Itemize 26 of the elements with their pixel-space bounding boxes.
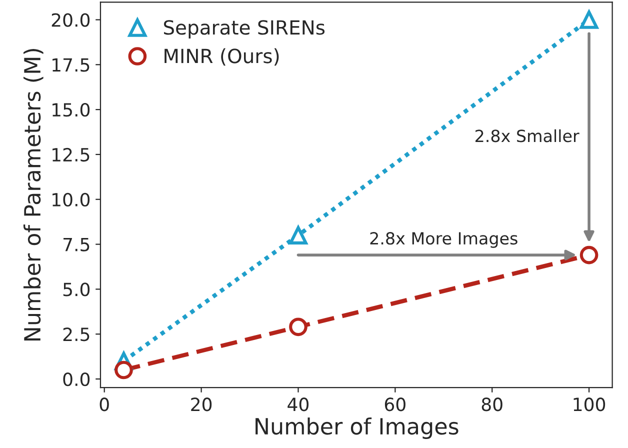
x-axis-title: Number of Images [256,417,458,439]
x-tick-label: 0 [100,398,109,412]
x-tick-label: 80 [482,398,502,412]
point [289,318,308,336]
x-tick-label: 100 [574,398,606,412]
annotation: 2.8x Smaller [476,129,580,142]
point [580,10,598,29]
point [580,246,598,264]
y-tick-label: 10.0 [52,192,90,206]
y-tick-label: 5.0 [63,282,90,296]
y-tick-label: 7.5 [64,238,90,252]
point [289,226,308,244]
annotation: 2.8x More Images [370,232,518,248]
y-tick-label: 15.0 [52,103,90,117]
legend-label: MINR (Ours) [164,48,279,66]
legend-label: Separate SIRENs [164,20,325,39]
y-tick-label: 0.0 [63,372,90,386]
y-tick-label: 20.0 [52,13,90,27]
x-tick-label: 60 [384,398,406,412]
x-tick-label: 20 [191,398,212,412]
point [114,360,133,380]
y-tick-label: 17.5 [52,58,90,72]
x-tick-label: 40 [288,398,309,412]
y-tick-label: 2.5 [63,328,90,342]
y-tick-label: 12.5 [52,148,90,162]
y-axis-title: Number of Parameters (M) [23,48,44,340]
